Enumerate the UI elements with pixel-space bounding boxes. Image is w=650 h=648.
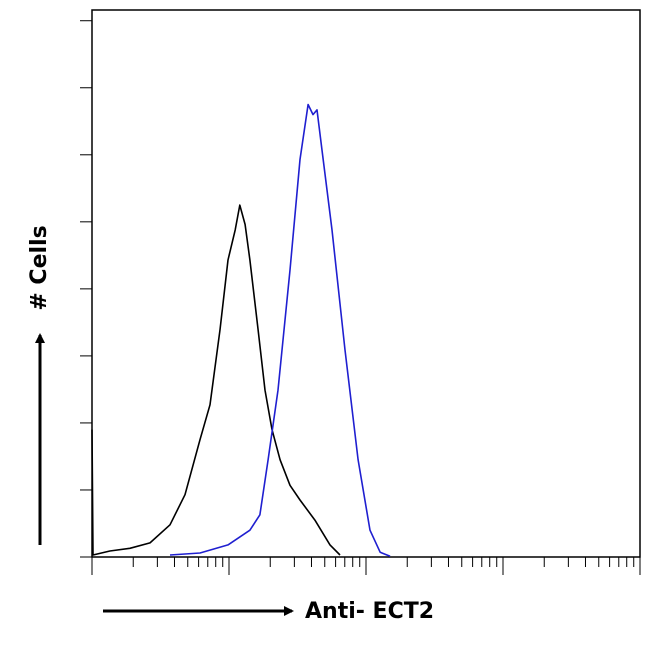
histogram-line xyxy=(169,103,391,558)
histogram-line xyxy=(91,204,341,556)
plot-frame xyxy=(91,9,641,558)
x-axis-title: Anti- ECT2 xyxy=(305,599,434,624)
y-axis-title: # Cells xyxy=(27,225,52,310)
